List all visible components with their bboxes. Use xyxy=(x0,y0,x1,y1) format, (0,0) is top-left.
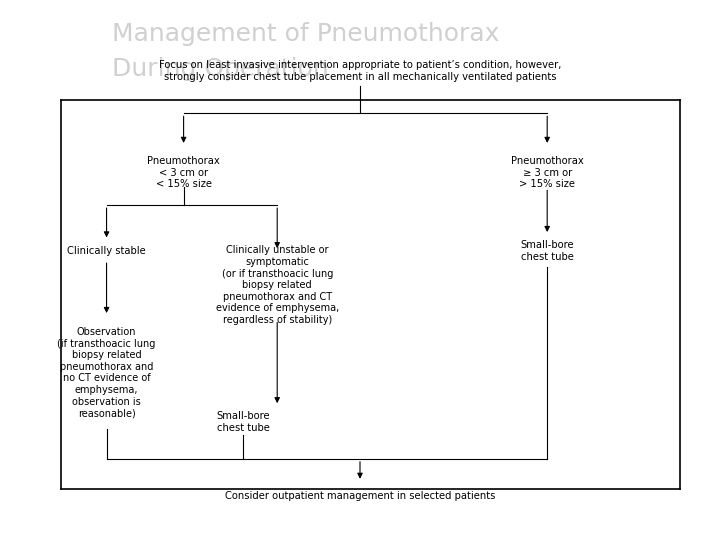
Text: Management of Pneumothorax: Management of Pneumothorax xyxy=(112,22,499,45)
Text: Consider outpatient management in selected patients: Consider outpatient management in select… xyxy=(225,491,495,501)
Text: Pneumothorax
≥ 3 cm or
> 15% size: Pneumothorax ≥ 3 cm or > 15% size xyxy=(510,156,584,190)
Text: During Operation: During Operation xyxy=(112,57,328,80)
Text: Small-bore
chest tube: Small-bore chest tube xyxy=(217,411,270,433)
Text: Pneumothorax
< 3 cm or
< 15% size: Pneumothorax < 3 cm or < 15% size xyxy=(147,156,220,190)
Text: Clinically unstable or
symptomatic
(or if transthoacic lung
biopsy related
pneum: Clinically unstable or symptomatic (or i… xyxy=(215,245,339,325)
Text: Observation
(if transthoacic lung
biopsy related
pneumothorax and
no CT evidence: Observation (if transthoacic lung biopsy… xyxy=(58,327,156,418)
Text: Small-bore
chest tube: Small-bore chest tube xyxy=(521,240,574,262)
Text: Clinically stable: Clinically stable xyxy=(67,246,146,256)
Text: Focus on least invasive intervention appropriate to patient’s condition, however: Focus on least invasive intervention app… xyxy=(159,60,561,82)
